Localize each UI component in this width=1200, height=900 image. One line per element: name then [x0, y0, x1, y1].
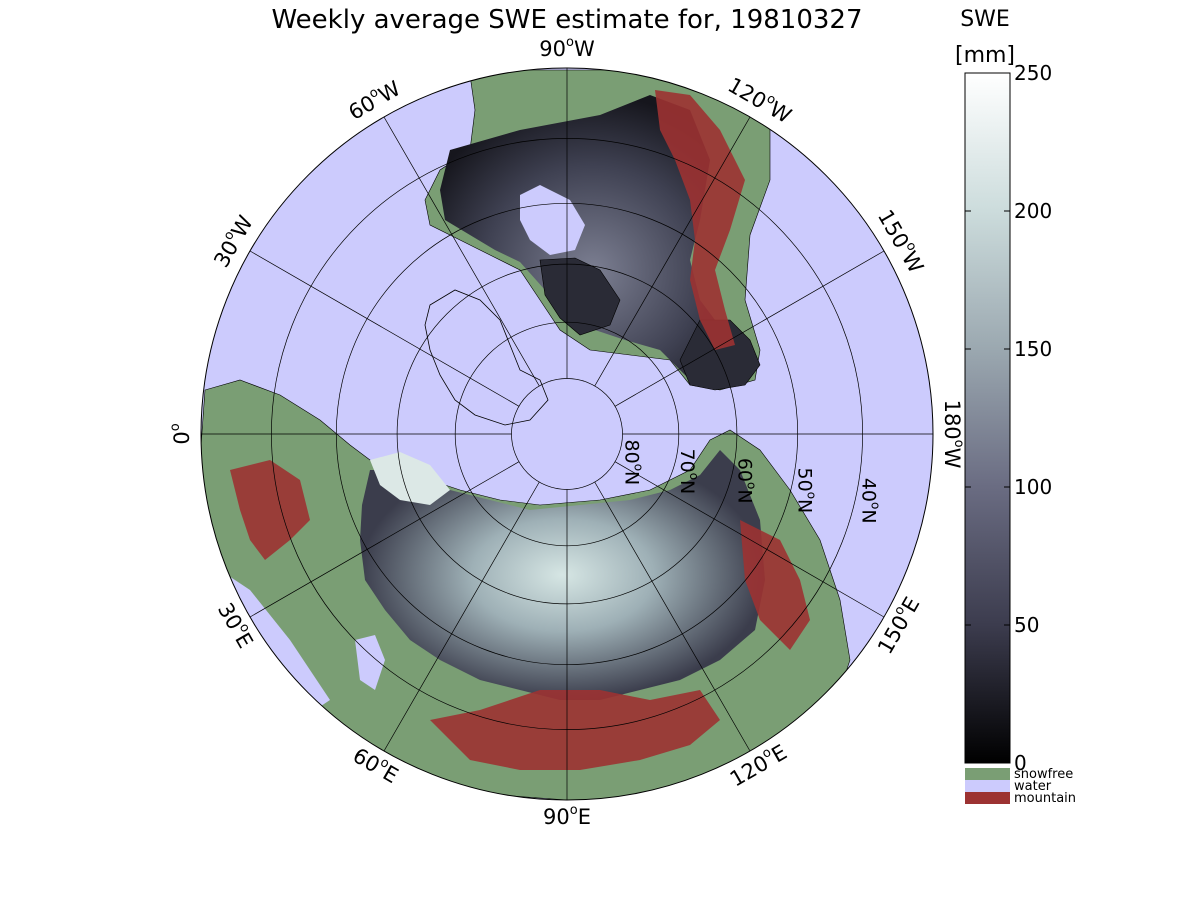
- colorbar-label-swe: SWE: [960, 7, 1010, 32]
- greenland-outline: [424, 289, 549, 426]
- legend-label-water: water: [1014, 779, 1052, 794]
- latitude-label: 40oN: [858, 478, 883, 524]
- latitude-label: 80oN: [621, 440, 646, 486]
- legend-swatch-mountain: [965, 792, 1010, 804]
- colorbar-tick-label: 0: [1014, 751, 1027, 775]
- meridian-line: [249, 461, 520, 618]
- alps-caucasus: [230, 460, 310, 560]
- caspian-sea: [355, 635, 385, 690]
- map-border: [200, 67, 934, 801]
- meridian-line: [614, 461, 885, 618]
- longitude-label: 0o: [168, 423, 195, 444]
- central-asia-mountains: [430, 690, 720, 770]
- colorbar-tick-label: 150: [1014, 337, 1052, 361]
- colorbar-tick-label: 200: [1014, 199, 1052, 223]
- legend-label-snowfree: snowfree: [1014, 767, 1073, 782]
- meridian-line: [249, 250, 520, 407]
- legend-label-mountain: mountain: [1014, 791, 1076, 806]
- latitude-label: 60oN: [734, 458, 759, 504]
- east-siberia-mountains: [740, 520, 810, 650]
- map-disc: [201, 68, 933, 800]
- legend-swatch-water: [965, 780, 1010, 792]
- colorbar-tick-label: 100: [1014, 475, 1052, 499]
- graticule: [201, 68, 933, 800]
- latitude-label: 50oN: [794, 468, 819, 514]
- meridian-line: [383, 116, 540, 387]
- colorbar: SWE [mm] 0 50 100 150 200 250 snowfreewatermo…: [955, 7, 1076, 806]
- legend-swatch-snowfree: [965, 768, 1010, 780]
- colorbar-tick-label: 250: [1014, 61, 1052, 85]
- meridian-line: [383, 481, 540, 752]
- colorbar-label-unit: [mm]: [955, 43, 1015, 68]
- alaska-snow: [679, 319, 761, 391]
- longitude-label: 180oW: [940, 400, 967, 469]
- latitude-label: 70oN: [677, 449, 702, 495]
- longitude-label: 90oE: [543, 803, 591, 830]
- longitude-label: 90oW: [539, 35, 595, 62]
- colorbar-tick-label: 50: [1014, 613, 1039, 637]
- map-title: Weekly average SWE estimate for, 1981032…: [271, 5, 862, 35]
- meridian-line: [614, 250, 885, 407]
- meridian-line: [594, 116, 751, 387]
- rocky-mountains: [655, 90, 745, 350]
- north-america-snow-field: [440, 95, 745, 388]
- meridian-line: [594, 481, 751, 752]
- hudson-bay: [520, 185, 585, 255]
- eurasia-snow-field: [360, 450, 765, 700]
- colorbar-ticks: 0 50 100 150 200 250: [965, 61, 1052, 775]
- latitude-labels: 80oN 70oN 60oN 50oN 40oN: [621, 440, 883, 524]
- canadian-archipelago: [539, 257, 621, 336]
- colorbar-gradient: [964, 72, 1011, 764]
- scandinavia-snow: [370, 452, 450, 505]
